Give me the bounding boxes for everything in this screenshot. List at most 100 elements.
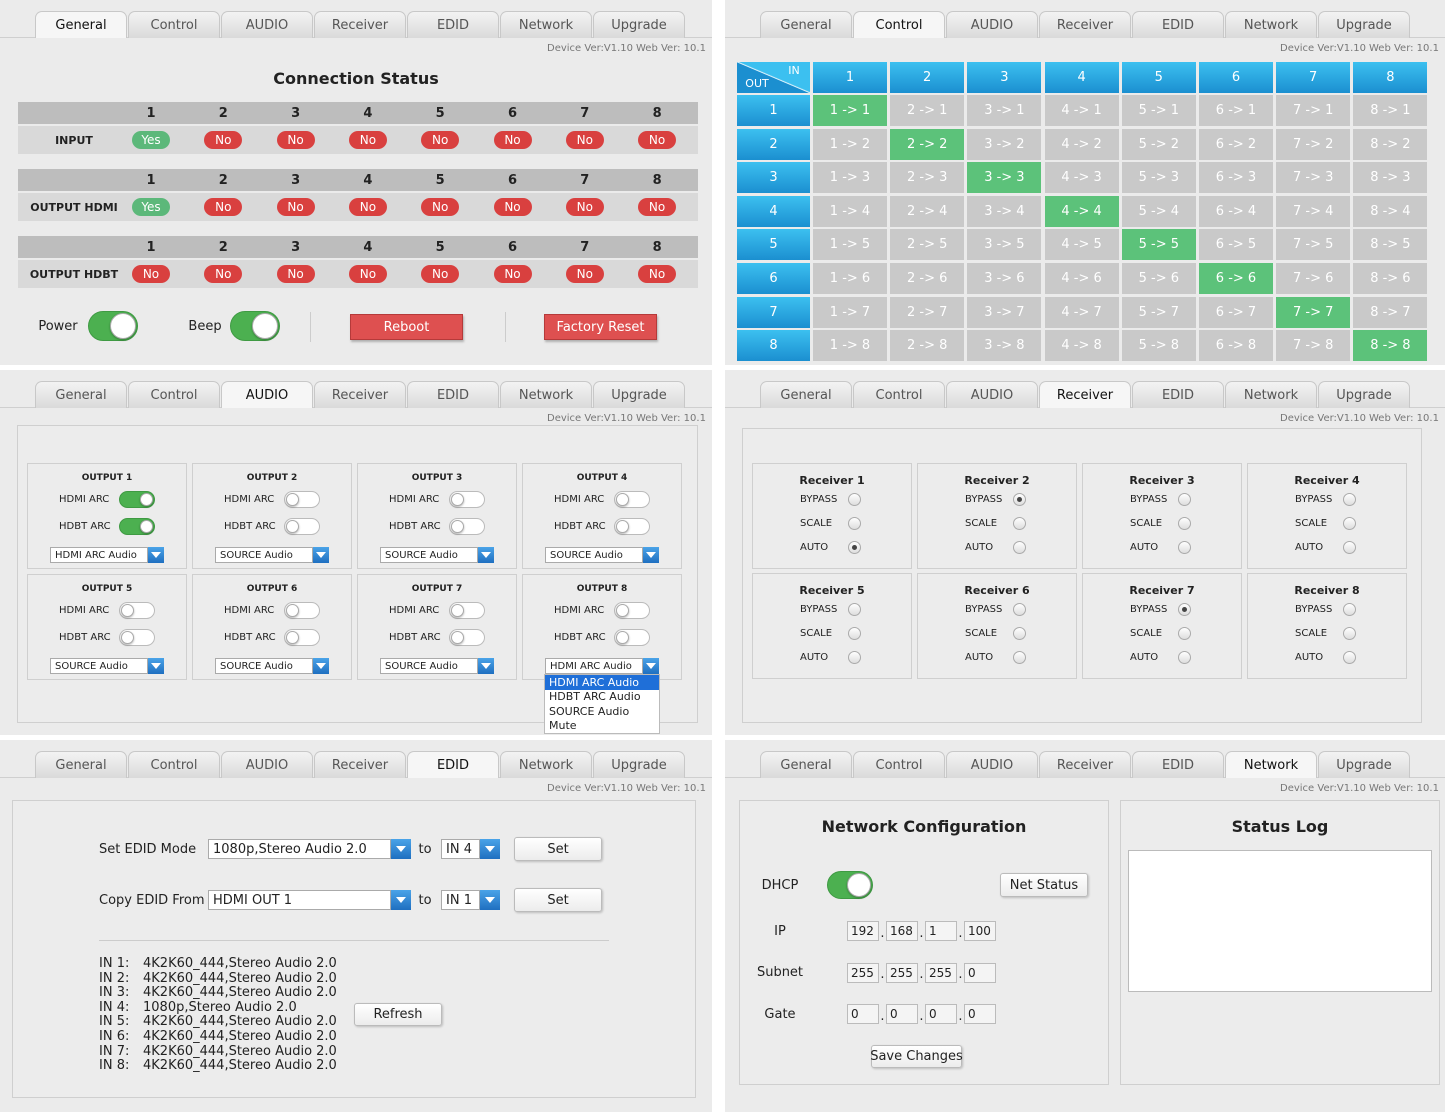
octet-input[interactable]: 0 <box>964 1004 996 1024</box>
audio-select[interactable]: HDMI ARC Audio <box>545 658 643 674</box>
dropdown-option[interactable]: HDMI ARC Audio <box>545 675 659 690</box>
tab[interactable]: Upgrade <box>593 381 685 408</box>
octet-input[interactable]: 255 <box>886 962 918 983</box>
tab[interactable]: Receiver <box>314 11 406 38</box>
tab[interactable]: Receiver <box>314 751 406 778</box>
tab[interactable]: Control <box>853 381 945 408</box>
route-cell[interactable]: 8 -> 4 <box>1353 195 1428 227</box>
route-cell[interactable]: 5 -> 8 <box>1121 330 1196 362</box>
route-cell[interactable]: 8 -> 6 <box>1353 263 1428 294</box>
dropdown-arrow[interactable] <box>148 658 164 674</box>
tab[interactable]: Network <box>1225 11 1317 38</box>
route-cell[interactable]: 6 -> 1 <box>1199 95 1273 126</box>
mode-radio[interactable] <box>1343 541 1356 554</box>
mode-radio[interactable] <box>1343 627 1356 640</box>
route-cell[interactable]: 6 -> 7 <box>1199 296 1273 328</box>
tab[interactable]: EDID <box>1132 751 1224 778</box>
tab[interactable]: AUDIO <box>946 11 1038 38</box>
route-cell[interactable]: 7 -> 4 <box>1276 195 1351 227</box>
route-cell[interactable]: 2 -> 1 <box>890 95 965 126</box>
tab[interactable]: EDID <box>407 11 499 38</box>
octet-input[interactable]: 255 <box>925 962 957 983</box>
edid-select[interactable]: HDMI OUT 1 <box>208 890 391 910</box>
audio-select[interactable]: SOURCE Audio <box>50 658 148 674</box>
tab[interactable]: Upgrade <box>1318 751 1410 778</box>
tab[interactable]: Network <box>500 381 592 408</box>
route-cell[interactable]: 3 -> 1 <box>967 95 1042 126</box>
route-cell[interactable]: 5 -> 7 <box>1121 296 1196 328</box>
tab[interactable]: Control <box>128 11 220 38</box>
tab[interactable]: Network <box>500 751 592 778</box>
route-cell[interactable]: 5 -> 1 <box>1121 95 1196 126</box>
mode-radio[interactable] <box>1178 627 1191 640</box>
tab[interactable]: Receiver <box>314 381 406 408</box>
route-cell[interactable]: 8 -> 7 <box>1353 296 1428 328</box>
route-cell[interactable]: 6 -> 6 <box>1199 263 1273 294</box>
set-button[interactable]: Set <box>514 888 602 912</box>
tab[interactable]: EDID <box>1132 381 1224 408</box>
route-cell[interactable]: 3 -> 7 <box>967 296 1042 328</box>
tab[interactable]: General <box>35 11 127 38</box>
mode-radio[interactable] <box>848 603 861 616</box>
route-cell[interactable]: 4 -> 6 <box>1044 263 1119 294</box>
route-cell[interactable]: 4 -> 3 <box>1044 162 1119 194</box>
mode-radio[interactable] <box>1013 541 1026 554</box>
save-button[interactable]: Save Changes <box>870 1045 963 1068</box>
tab[interactable]: Control <box>128 381 220 408</box>
mode-radio[interactable] <box>848 493 861 506</box>
route-cell[interactable]: 8 -> 2 <box>1353 128 1428 160</box>
route-cell[interactable]: 1 -> 6 <box>813 263 887 294</box>
tab[interactable]: Receiver <box>1039 381 1131 408</box>
dropdown-arrow[interactable] <box>643 658 659 674</box>
tab[interactable]: AUDIO <box>221 751 313 778</box>
audio-select[interactable]: SOURCE Audio <box>380 547 478 563</box>
route-cell[interactable]: 8 -> 3 <box>1353 162 1428 194</box>
tab[interactable]: General <box>760 11 852 38</box>
route-cell[interactable]: 5 -> 2 <box>1121 128 1196 160</box>
route-cell[interactable]: 4 -> 2 <box>1044 128 1119 160</box>
route-cell[interactable]: 8 -> 1 <box>1353 95 1428 126</box>
factory-reset-button[interactable]: Factory Reset <box>544 314 657 340</box>
tab[interactable]: Network <box>1225 381 1317 408</box>
tab[interactable]: Control <box>853 11 945 38</box>
route-cell[interactable]: 4 -> 4 <box>1044 195 1119 227</box>
mode-radio[interactable] <box>1013 603 1026 616</box>
dropdown-option[interactable]: SOURCE Audio <box>545 704 659 719</box>
tab[interactable]: EDID <box>407 381 499 408</box>
route-cell[interactable]: 2 -> 2 <box>890 128 965 160</box>
reboot-button[interactable]: Reboot <box>350 314 463 340</box>
octet-input[interactable]: 1 <box>925 921 957 941</box>
route-cell[interactable]: 4 -> 5 <box>1044 229 1119 261</box>
tab[interactable]: General <box>35 381 127 408</box>
dropdown-arrow[interactable] <box>478 547 494 563</box>
mode-radio[interactable] <box>1178 517 1191 530</box>
octet-input[interactable]: 0 <box>886 1004 918 1024</box>
route-cell[interactable]: 7 -> 7 <box>1276 296 1351 328</box>
route-cell[interactable]: 7 -> 5 <box>1276 229 1351 261</box>
route-cell[interactable]: 7 -> 2 <box>1276 128 1351 160</box>
route-cell[interactable]: 7 -> 3 <box>1276 162 1351 194</box>
route-cell[interactable]: 1 -> 1 <box>813 95 887 126</box>
mode-radio[interactable] <box>1343 651 1356 664</box>
mode-radio[interactable] <box>1343 603 1356 616</box>
dropdown-arrow[interactable] <box>480 839 500 859</box>
mode-radio[interactable] <box>848 651 861 664</box>
set-button[interactable]: Set <box>514 837 602 861</box>
route-cell[interactable]: 1 -> 3 <box>813 162 887 194</box>
route-cell[interactable]: 3 -> 4 <box>967 195 1042 227</box>
dropdown-arrow[interactable] <box>313 547 329 563</box>
dropdown-option[interactable]: HDBT ARC Audio <box>545 689 659 704</box>
tab[interactable]: Network <box>1225 751 1317 778</box>
audio-select[interactable]: SOURCE Audio <box>215 658 313 674</box>
route-cell[interactable]: 5 -> 4 <box>1121 195 1196 227</box>
octet-input[interactable]: 0 <box>964 962 996 983</box>
route-cell[interactable]: 7 -> 1 <box>1276 95 1351 126</box>
octet-input[interactable]: 192 <box>847 921 879 941</box>
route-cell[interactable]: 5 -> 6 <box>1121 263 1196 294</box>
route-cell[interactable]: 4 -> 8 <box>1044 330 1119 362</box>
route-cell[interactable]: 2 -> 8 <box>890 330 965 362</box>
route-cell[interactable]: 5 -> 3 <box>1121 162 1196 194</box>
route-cell[interactable]: 1 -> 7 <box>813 296 887 328</box>
route-cell[interactable]: 2 -> 5 <box>890 229 965 261</box>
audio-select[interactable]: HDMI ARC Audio <box>50 547 148 563</box>
